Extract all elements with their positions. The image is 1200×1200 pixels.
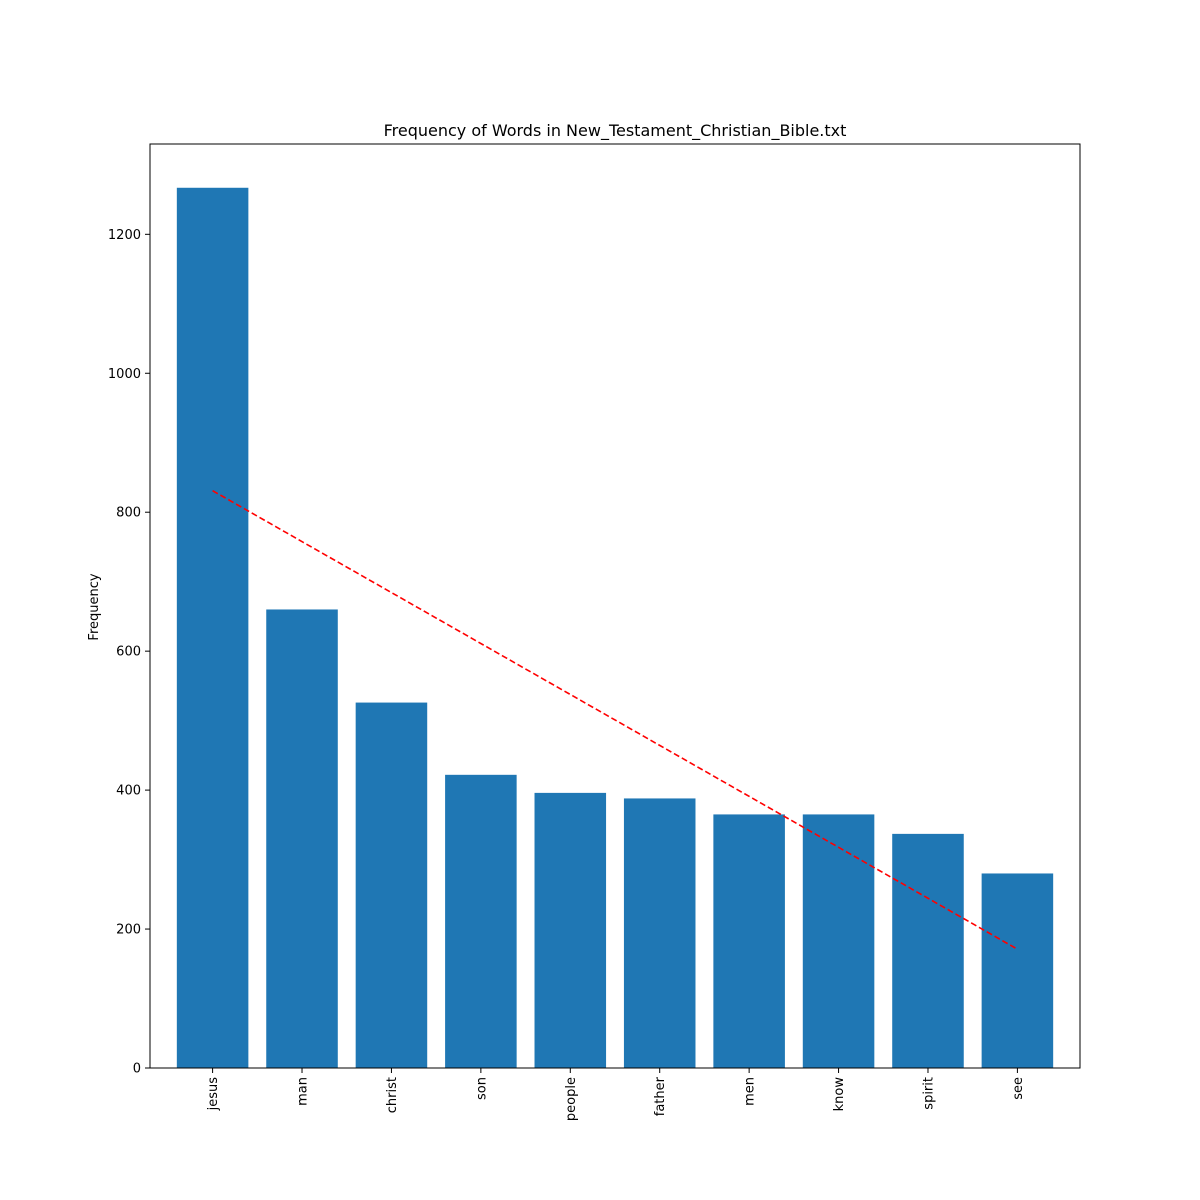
y-tick-label: 0 [133, 1062, 141, 1077]
y-tick-label: 600 [116, 645, 141, 660]
x-tick-label-men: men [743, 1077, 758, 1106]
x-tick-label-father: father [653, 1076, 668, 1116]
chart-title: Frequency of Words in New_Testament_Chri… [384, 121, 847, 141]
x-tick-label-spirit: spirit [921, 1077, 936, 1110]
x-tick-label-christ: christ [385, 1077, 400, 1113]
trend-line [212, 489, 1018, 950]
y-tick-label: 1000 [108, 367, 141, 382]
bar-people [534, 792, 607, 1068]
trend-line-group [212, 489, 1018, 950]
x-tick-label-son: son [474, 1077, 489, 1100]
y-tick-label: 200 [116, 923, 141, 938]
x-tick-label-see: see [1011, 1077, 1026, 1100]
y-tick-label: 1200 [108, 228, 141, 243]
bar-see [981, 873, 1054, 1068]
bar-father [623, 798, 696, 1068]
y-axis-label: Frequency [87, 573, 102, 640]
y-tick-label: 800 [116, 506, 141, 521]
bar-son [445, 774, 517, 1068]
bar-men [713, 814, 785, 1068]
y-tick-label: 400 [116, 784, 141, 799]
bar-know [802, 814, 875, 1068]
y-axis-ticks: 0 200 400 600 800 1000 1200 [108, 228, 150, 1077]
bar-man [266, 609, 338, 1068]
x-tick-label-people: people [564, 1077, 579, 1121]
bar-spirit [892, 833, 964, 1068]
x-axis-ticks: jesus man christ son people father men know spir… [206, 1068, 1026, 1121]
x-tick-label-know: know [832, 1077, 847, 1112]
x-tick-label-jesus: jesus [206, 1077, 221, 1112]
bars [176, 187, 1054, 1068]
x-tick-label-man: man [296, 1077, 311, 1106]
bar-jesus [176, 187, 249, 1068]
bar-christ [355, 702, 428, 1068]
plot-frame [149, 143, 1081, 1069]
